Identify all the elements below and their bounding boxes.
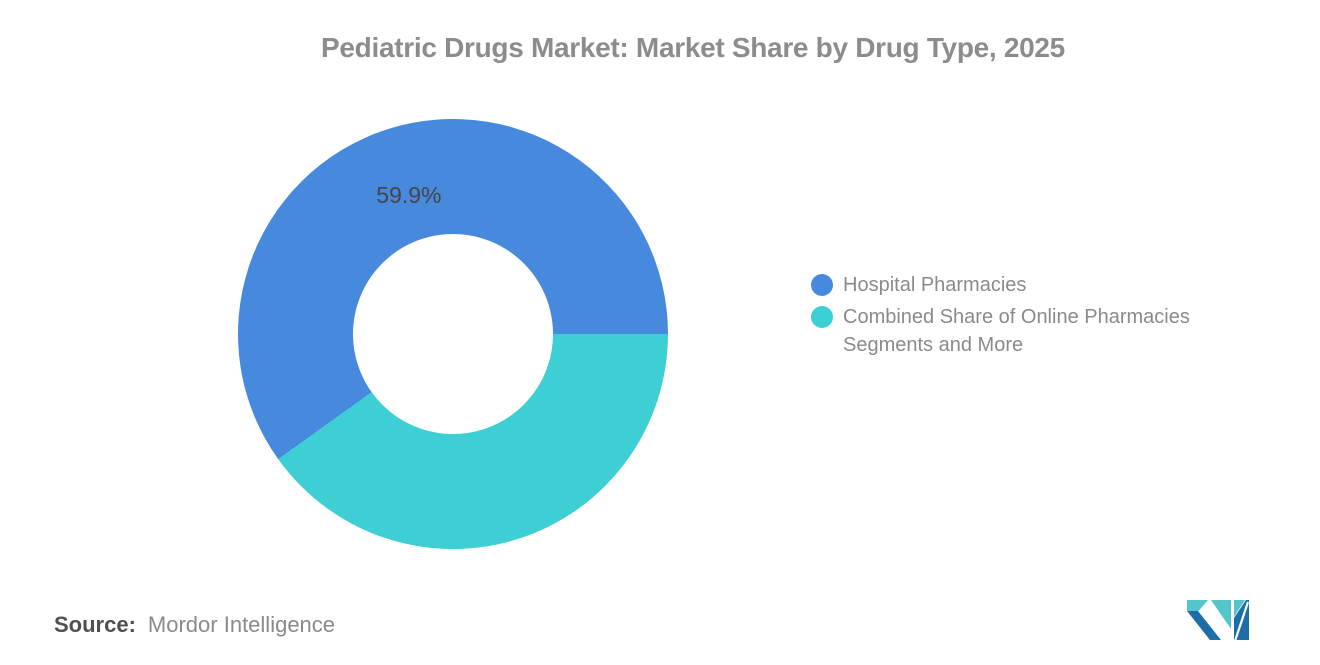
legend-item[interactable]: Hospital Pharmacies bbox=[811, 271, 1239, 299]
legend-item[interactable]: Combined Share of Online Pharmacies Segm… bbox=[811, 303, 1239, 359]
donut-slice-hospital-pharmacies[interactable] bbox=[238, 118, 668, 460]
logo-middle-triangle bbox=[1211, 600, 1231, 629]
slice-data-label: 59.9% bbox=[376, 182, 441, 208]
donut-chart: 59.9% bbox=[238, 118, 668, 549]
mordor-intelligence-logo[interactable] bbox=[1185, 598, 1251, 642]
logo-left-diagonal bbox=[1187, 611, 1221, 640]
source-value: Mordor Intelligence bbox=[147, 612, 336, 637]
legend: Hospital Pharmacies Combined Share of Onl… bbox=[811, 271, 1239, 359]
source-label: Source: bbox=[54, 612, 136, 637]
legend-marker-icon bbox=[811, 306, 833, 328]
logo-top-left-cap bbox=[1187, 600, 1208, 611]
donut-slice-combined-share-of-online-pharmacies-segm[interactable] bbox=[278, 334, 668, 549]
legend-marker-icon bbox=[811, 274, 833, 296]
logo-slash-gap bbox=[1233, 601, 1250, 642]
source-line: Source: Mordor Intelligence bbox=[54, 612, 335, 638]
legend-label: Hospital Pharmacies bbox=[843, 274, 1027, 296]
legend-label: Combined Share of Online Pharmacies Segm… bbox=[843, 306, 1190, 356]
chart-title: Pediatric Drugs Market: Market Share by … bbox=[321, 32, 1065, 63]
logo-right-top-triangle bbox=[1234, 600, 1245, 617]
